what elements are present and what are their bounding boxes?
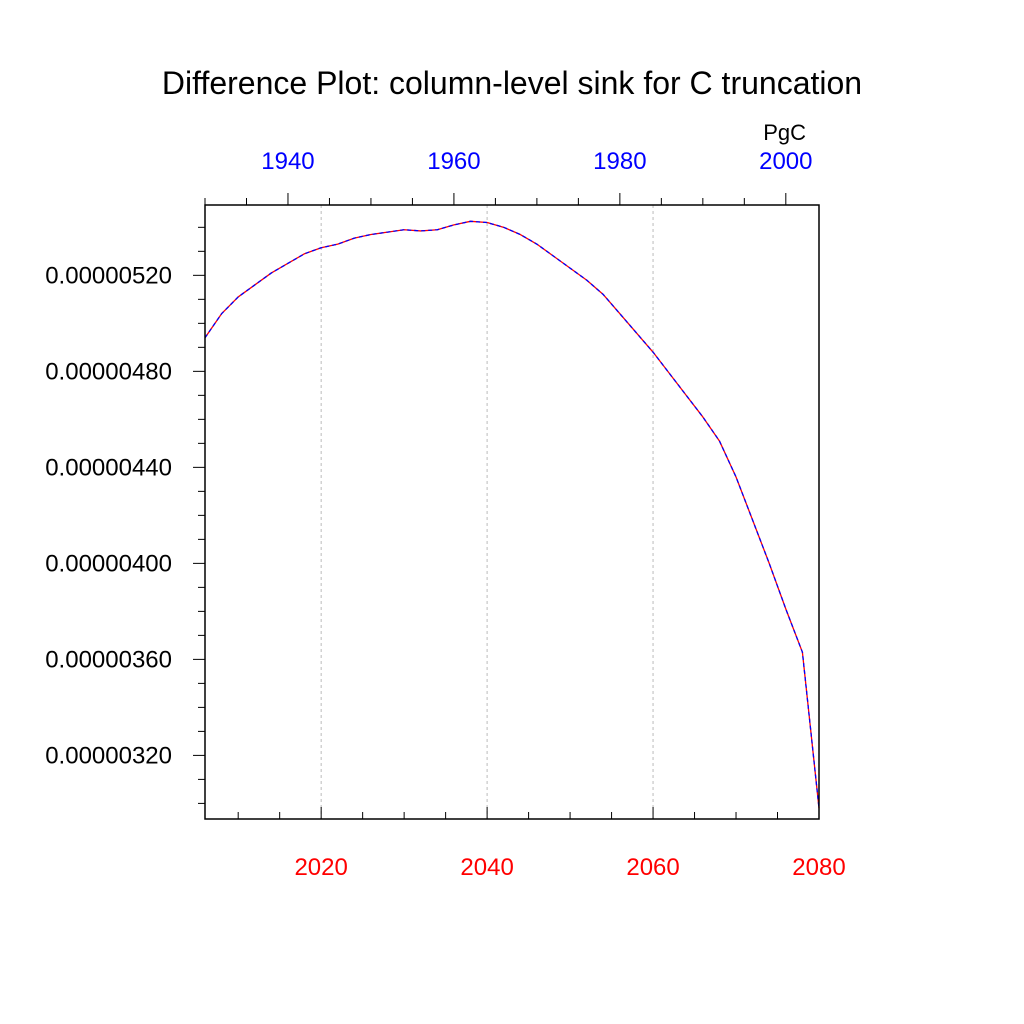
y-tick-label: 0.00000360 [45, 646, 172, 673]
x-top-tick-label: 1940 [261, 148, 314, 175]
grid-lines [320, 205, 654, 819]
x-bottom-tick-label: 2020 [294, 854, 347, 881]
plot-frame [204, 204, 820, 820]
y-tick-label: 0.00000440 [45, 454, 172, 481]
y-tick-label: 0.00000320 [45, 742, 172, 769]
x-bottom-tick-label: 2040 [460, 854, 513, 881]
x-bottom-tick-label: 2080 [792, 854, 845, 881]
x-bottom-tick-label: 2060 [626, 854, 679, 881]
chart-title: Difference Plot: column-level sink for C… [162, 65, 862, 101]
series-line-1 [204, 220, 820, 809]
y-tick-label: 0.00000480 [45, 358, 172, 385]
y-tick-label: 0.00000520 [45, 262, 172, 289]
x-top-tick-label: 1980 [593, 148, 646, 175]
x-top-tick-label: 1960 [427, 148, 480, 175]
units-label: PgC [763, 120, 806, 145]
series-line-2 [204, 220, 820, 809]
tick-labels: 2020 2040 2060 2080 1940 1960 1980 2000 0.000003… [45, 148, 845, 881]
axis-ticks [193, 193, 820, 819]
series-lines [204, 220, 820, 809]
x-top-tick-label: 2000 [759, 148, 812, 175]
y-tick-label: 0.00000400 [45, 550, 172, 577]
